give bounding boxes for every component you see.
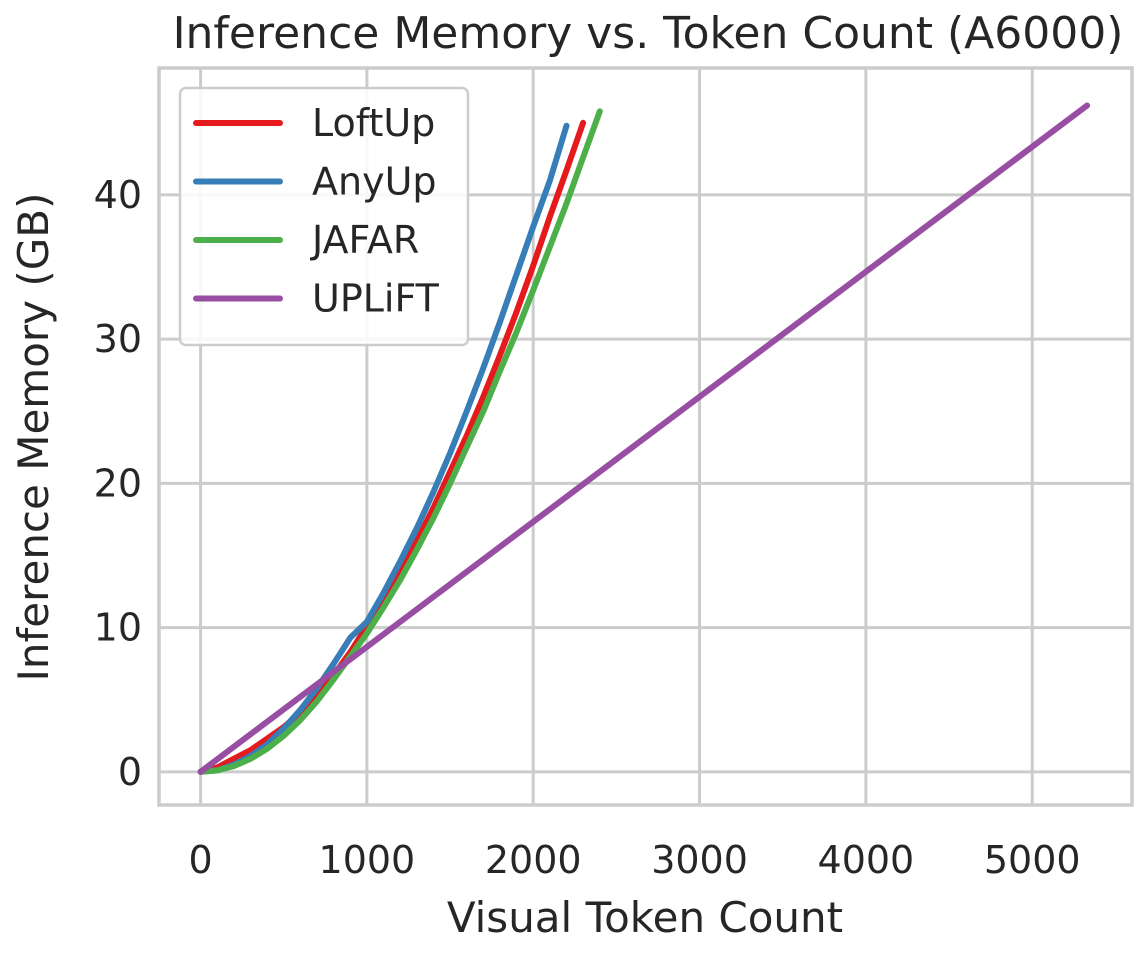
x-tick-label-5000: 5000 xyxy=(984,838,1081,882)
y-tick-label-0: 0 xyxy=(118,750,142,794)
legend-label-jafar: JAFAR xyxy=(310,218,419,262)
legend-label-loftup: LoftUp xyxy=(312,101,435,145)
series-line-jafar xyxy=(197,108,603,775)
x-axis-label: Visual Token Count xyxy=(447,893,843,942)
x-tick-label-0: 0 xyxy=(188,838,212,882)
series-line-anyup xyxy=(197,122,570,775)
x-tick-label-1000: 1000 xyxy=(319,838,416,882)
y-axis-label: Inference Memory (GB) xyxy=(9,192,58,681)
series-line-uplift xyxy=(197,102,1091,775)
y-tick-label-40: 40 xyxy=(94,173,142,217)
chart-title: Inference Memory vs. Token Count (A6000) xyxy=(173,8,1124,59)
legend-box xyxy=(178,86,470,347)
series-line-loftup xyxy=(197,119,587,775)
legend: LoftUp AnyUp JAFAR UPLiFT xyxy=(178,86,470,347)
plot-frame xyxy=(157,66,1134,807)
y-tick-label-20: 20 xyxy=(94,461,142,505)
tick-labels: 0 1000 2000 3000 4000 5000 0 10 20 30 40 xyxy=(94,173,1081,882)
legend-label-anyup: AnyUp xyxy=(312,160,437,204)
x-tick-label-4000: 4000 xyxy=(818,838,915,882)
y-tick-label-30: 30 xyxy=(94,317,142,361)
legend-label-uplift: UPLiFT xyxy=(312,277,440,321)
y-tick-label-10: 10 xyxy=(94,606,142,650)
x-tick-label-2000: 2000 xyxy=(485,838,582,882)
series-lines xyxy=(197,102,1091,775)
x-tick-label-3000: 3000 xyxy=(651,838,748,882)
